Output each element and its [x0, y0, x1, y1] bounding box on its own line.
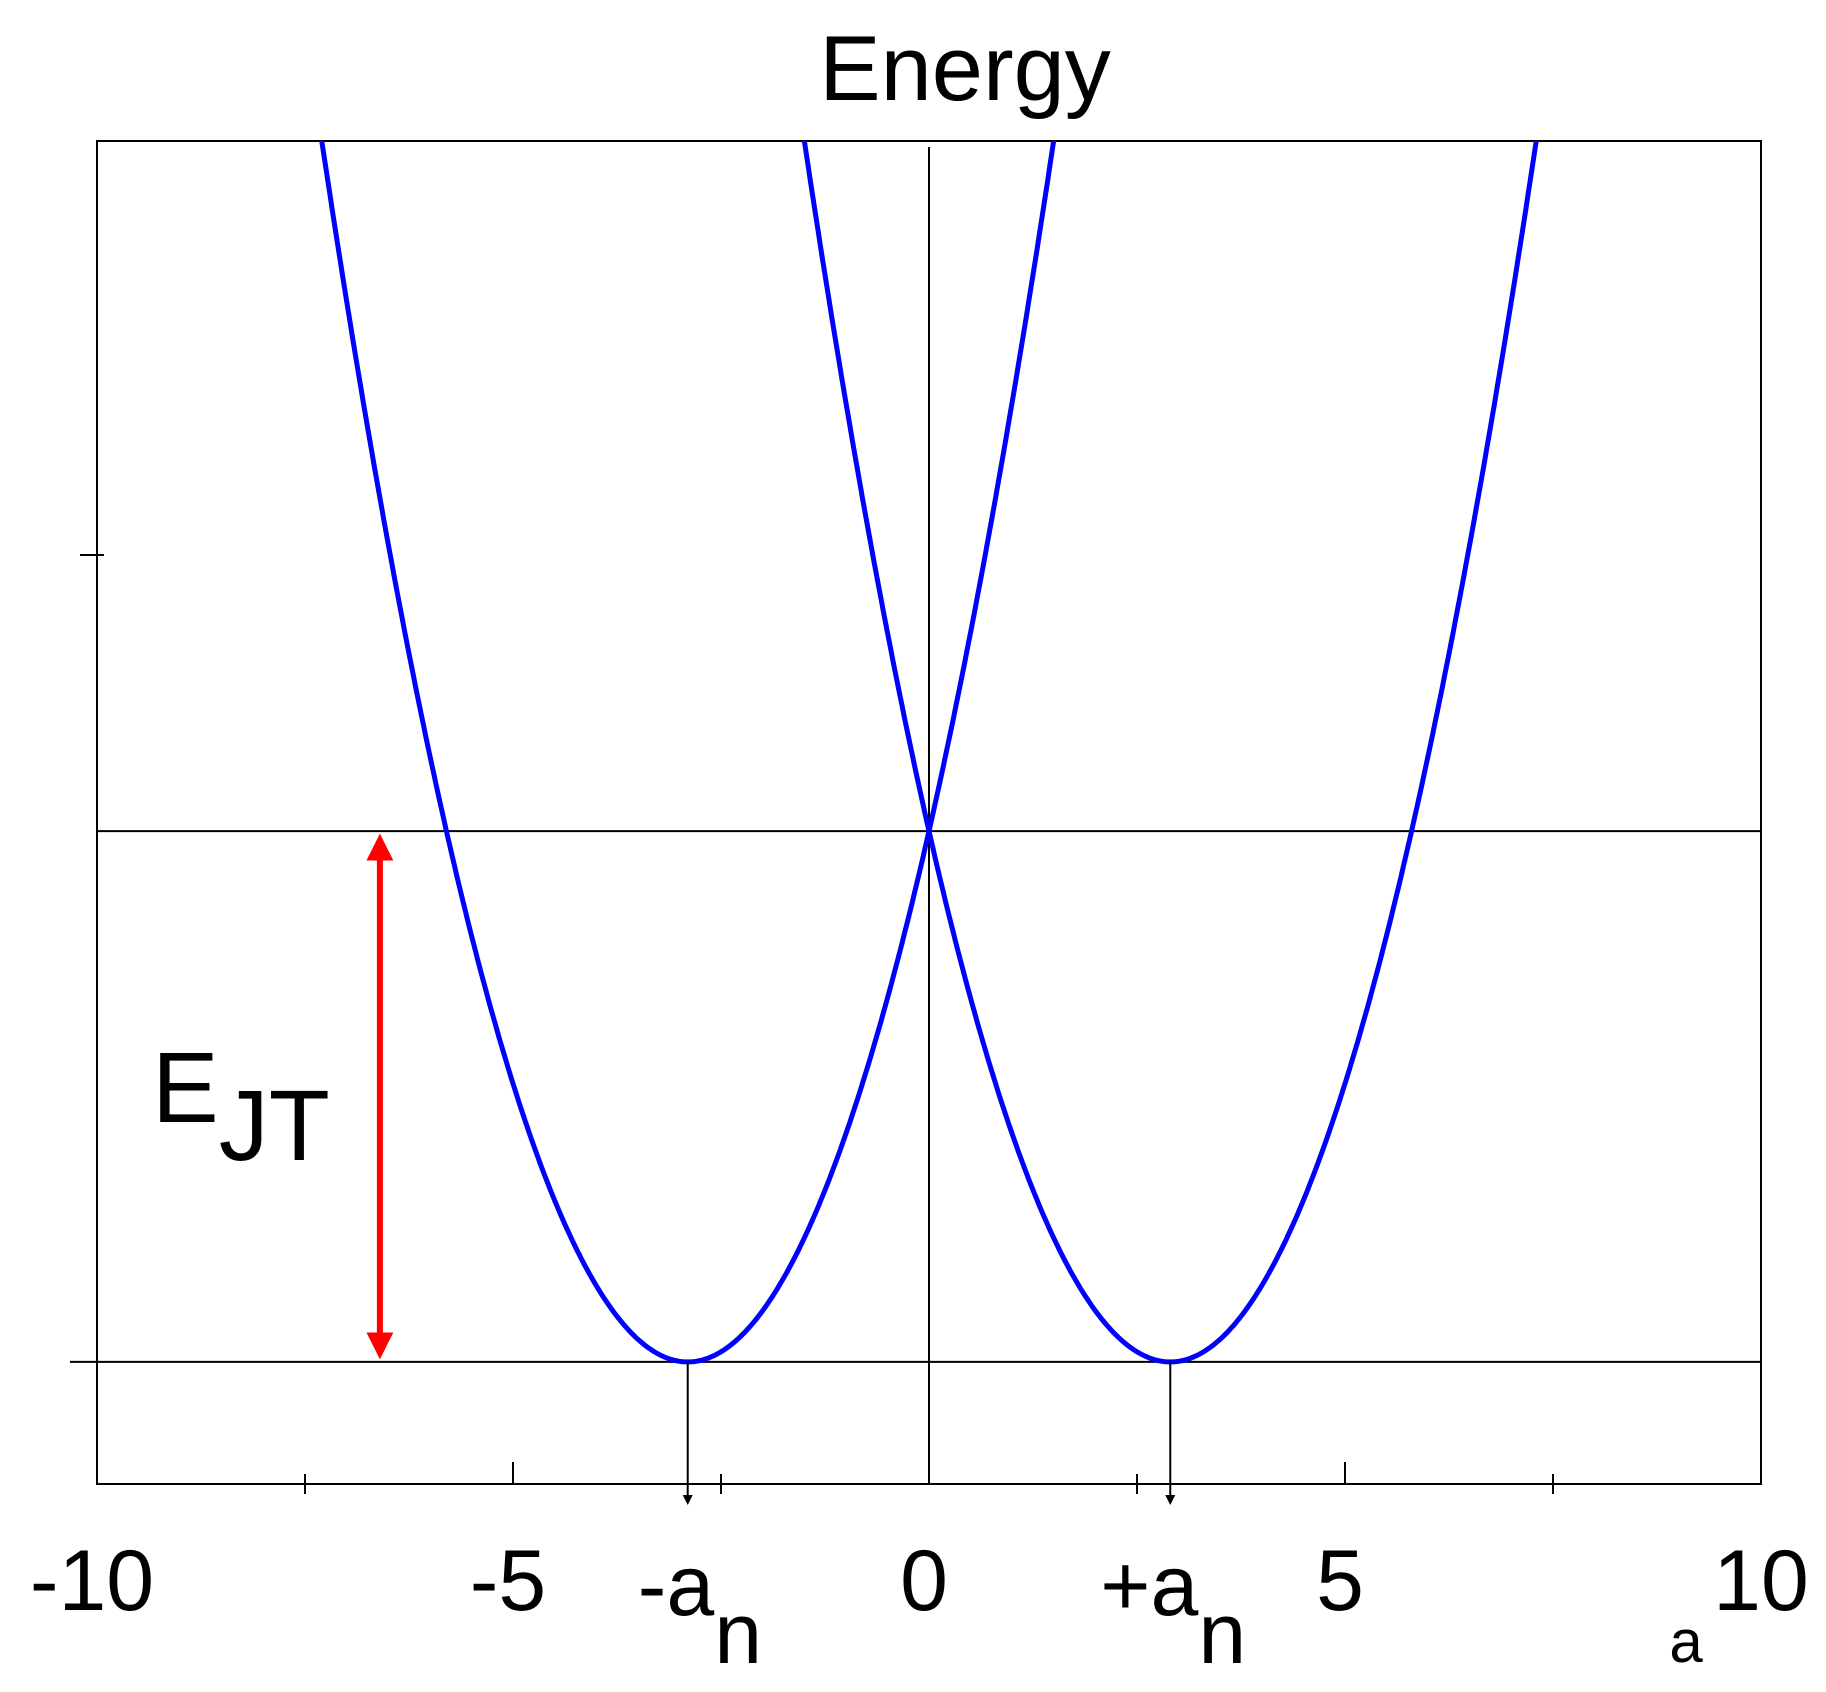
minus-a-n-label: -an [638, 1538, 762, 1682]
series-group [319, 141, 1539, 1365]
chart-title: Energy [819, 18, 1111, 120]
plus-a-n-label-main: +a [1100, 1538, 1198, 1634]
ejt-label: EJT [152, 1032, 330, 1182]
x-tick-label: 0 [900, 1533, 948, 1629]
x-tick-label: -5 [470, 1533, 546, 1629]
x-axis: -10 -5 0 5 10a [30, 1462, 1809, 1675]
x-tick-label: -10 [30, 1533, 154, 1629]
minus-a-n-label-subscript: n [714, 1586, 762, 1682]
plus-a-n-label: +an [1100, 1538, 1246, 1682]
ejt-label-main: E [152, 1032, 219, 1144]
x-tick-label: 10 [1713, 1533, 1809, 1629]
energy-curve-left [319, 141, 1057, 1365]
plus-a-n-label-subscript: n [1198, 1586, 1246, 1682]
minus-a-n-label-main: -a [638, 1538, 715, 1634]
x-tick-label: 5 [1316, 1533, 1364, 1629]
x-axis-label: a [1669, 1608, 1703, 1675]
energy-curve-right [801, 141, 1539, 1365]
reference-lines [70, 147, 1761, 1484]
ejt-label-subscript: JT [219, 1070, 330, 1182]
